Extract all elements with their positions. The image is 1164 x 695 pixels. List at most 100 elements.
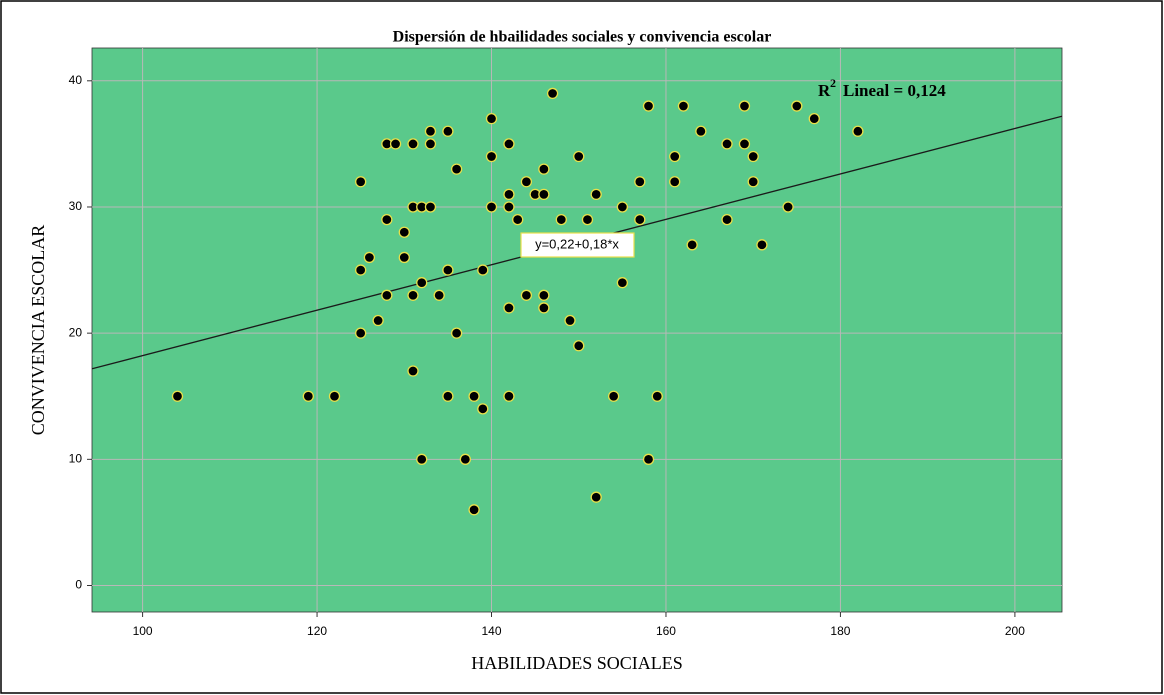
point <box>686 239 698 251</box>
point <box>442 264 454 276</box>
point <box>564 314 576 327</box>
point <box>416 453 428 465</box>
point <box>642 100 655 112</box>
point <box>485 113 498 125</box>
point <box>450 327 463 339</box>
point <box>171 390 184 402</box>
r2-text: Lineal = 0,124 <box>843 81 946 100</box>
point <box>459 453 471 465</box>
x-tick-label: 180 <box>830 624 850 638</box>
point <box>355 176 367 188</box>
point <box>328 390 341 402</box>
point <box>651 390 663 402</box>
point <box>503 302 515 314</box>
point <box>302 390 314 402</box>
point <box>520 176 533 188</box>
point <box>416 277 428 289</box>
plot-area <box>91 47 1063 613</box>
fit-label-box <box>520 232 635 258</box>
point <box>747 176 759 188</box>
point <box>573 340 585 352</box>
point <box>433 289 445 301</box>
point <box>442 125 454 137</box>
point <box>363 251 376 264</box>
point <box>520 289 533 301</box>
point <box>381 289 393 301</box>
point <box>616 277 629 289</box>
chart-title: Dispersión de hbailidades sociales y con… <box>393 29 772 46</box>
point <box>372 314 384 327</box>
x-axis-label: HABILIDADES SOCIALES <box>471 653 683 673</box>
point <box>538 289 550 301</box>
point <box>590 491 602 503</box>
point <box>503 201 515 213</box>
point <box>695 125 707 137</box>
point <box>538 302 550 314</box>
point <box>477 403 489 415</box>
point <box>424 201 437 213</box>
point <box>512 213 524 226</box>
y-axis-label: CONVIVENCIA ESCOLAR <box>28 225 48 436</box>
r2-symbol: R <box>818 81 831 100</box>
point <box>677 100 690 112</box>
point <box>791 100 803 112</box>
point <box>503 138 515 150</box>
point <box>738 100 751 112</box>
point <box>485 201 498 213</box>
point <box>721 213 733 226</box>
point <box>389 138 402 150</box>
point <box>721 138 733 150</box>
point <box>477 264 489 276</box>
x-tick-label: 120 <box>307 624 327 638</box>
r2-exponent: 2 <box>830 76 836 90</box>
point <box>573 150 585 163</box>
point <box>355 327 367 339</box>
point <box>642 453 655 465</box>
y-tick-label: 0 <box>75 578 82 592</box>
point <box>503 390 515 402</box>
fit-label: y=0,22+0,18*x <box>535 236 619 251</box>
point <box>538 188 550 201</box>
point <box>738 138 751 150</box>
point <box>442 390 454 402</box>
point <box>852 125 864 137</box>
point <box>450 163 463 175</box>
point <box>669 150 681 163</box>
point <box>424 125 437 137</box>
y-tick-label: 10 <box>69 452 83 466</box>
x-tick-label: 160 <box>656 624 676 638</box>
point <box>782 201 794 213</box>
point <box>546 87 559 100</box>
point <box>581 213 594 226</box>
y-tick-label: 40 <box>69 73 83 87</box>
point <box>485 150 498 163</box>
x-tick-label: 140 <box>481 624 501 638</box>
point <box>381 213 393 226</box>
point <box>468 504 480 516</box>
x-tick-label: 200 <box>1005 624 1025 638</box>
point <box>756 239 768 251</box>
point <box>424 138 437 150</box>
point <box>634 176 646 188</box>
point <box>590 188 602 201</box>
point <box>407 138 419 150</box>
y-tick-label: 20 <box>69 325 83 339</box>
point <box>398 251 410 264</box>
point <box>607 390 620 402</box>
y-tick-label: 30 <box>69 199 83 213</box>
point <box>355 264 367 276</box>
point <box>468 390 480 402</box>
point <box>747 150 759 163</box>
point <box>398 226 410 238</box>
point <box>634 213 646 226</box>
point <box>503 188 515 201</box>
point <box>555 213 567 226</box>
point <box>669 176 681 188</box>
point <box>407 289 419 301</box>
point <box>808 113 820 125</box>
point <box>538 163 550 175</box>
x-tick-label: 100 <box>133 624 153 638</box>
point <box>407 365 419 377</box>
point <box>616 201 629 213</box>
